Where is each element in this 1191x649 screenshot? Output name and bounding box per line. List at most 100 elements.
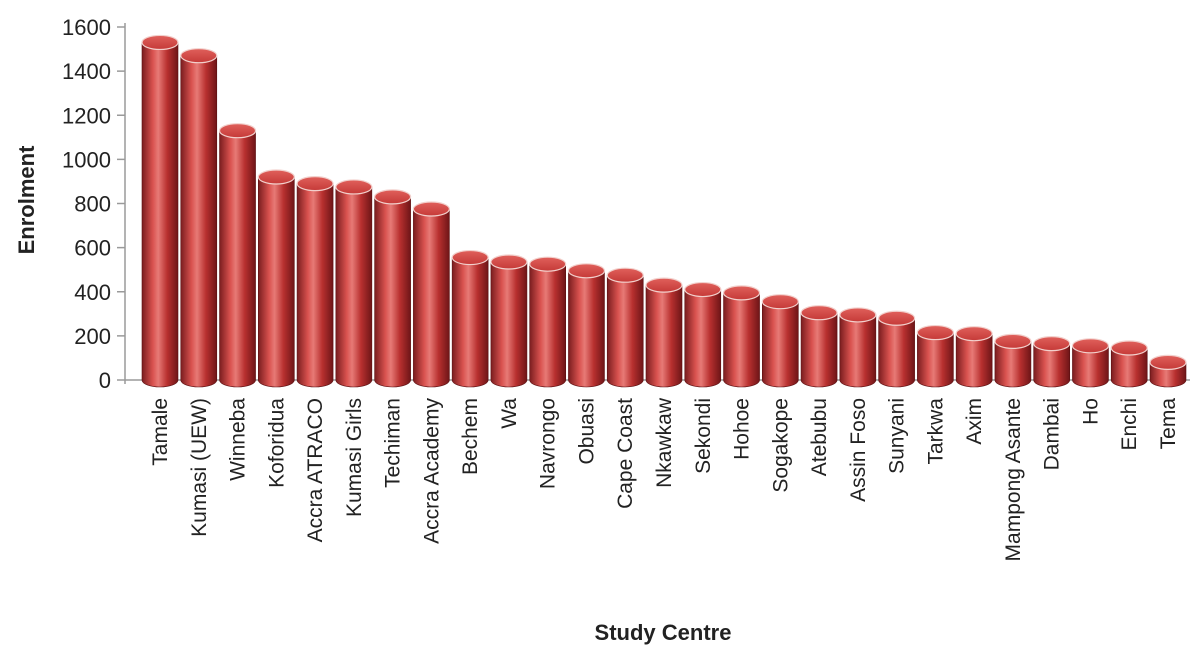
bar-cap	[839, 307, 877, 323]
bar-cap	[684, 281, 722, 298]
bar	[296, 176, 334, 388]
y-tick-label: 1000	[62, 147, 111, 172]
bar-cap	[761, 294, 799, 310]
bar-cap	[141, 34, 179, 51]
y-axis-title: Enrolment	[14, 145, 39, 254]
bar-body	[451, 257, 489, 388]
x-tick-label: Kumasi Girls	[343, 398, 366, 517]
bar	[645, 277, 683, 388]
bar-body	[1033, 343, 1070, 388]
x-tick-label: Koforidua	[265, 398, 288, 488]
bar-body	[258, 176, 295, 388]
x-tick-label: Axim	[963, 398, 986, 445]
bar-cap	[955, 326, 993, 342]
x-tick-label: Sekondi	[692, 398, 715, 474]
bar-cap	[567, 263, 606, 279]
x-tick-label: Hohoe	[731, 398, 754, 460]
y-tick-label: 800	[74, 192, 111, 217]
bar	[955, 326, 993, 388]
bar-body	[917, 332, 954, 388]
y-tick-label: 0	[99, 368, 111, 393]
x-tick-label: Cape Coast	[614, 398, 637, 509]
bar-body	[878, 317, 915, 388]
bar-cap	[722, 285, 761, 301]
bar	[606, 267, 644, 388]
bar-cap	[296, 176, 334, 192]
x-tick-label: Dambai	[1041, 398, 1064, 470]
bar-cap	[606, 267, 644, 283]
x-tick-label: Accra ATRACO	[304, 398, 327, 542]
bar-cap	[1110, 340, 1148, 356]
x-tick-label: Wa	[498, 398, 521, 429]
bar-body	[1072, 345, 1109, 388]
bar	[994, 333, 1032, 388]
x-tick-label: Ho	[1079, 398, 1102, 425]
x-tick-label: Enchi	[1118, 398, 1141, 451]
bar-cap	[1071, 338, 1110, 354]
x-tick-label: Bechem	[459, 398, 482, 475]
x-tick-label: Assin Foso	[847, 398, 870, 502]
y-tick-label: 1200	[62, 103, 111, 128]
y-tick-label: 600	[74, 236, 111, 261]
y-tick-label: 400	[74, 280, 111, 305]
x-axis-title: Study Centre	[595, 620, 732, 645]
bar	[684, 281, 722, 388]
bar-body	[994, 341, 1032, 388]
bar	[839, 307, 877, 388]
bar-cap	[218, 123, 257, 139]
bar	[1149, 354, 1187, 388]
x-tick-label: Sogakope	[769, 398, 792, 493]
bar	[878, 310, 916, 388]
bar	[1071, 338, 1110, 388]
bar	[335, 179, 373, 388]
bar	[722, 285, 761, 388]
bar-cap	[180, 48, 218, 64]
bar-body	[800, 312, 838, 388]
bar	[374, 189, 412, 388]
x-tick-label: Kumasi (UEW)	[188, 398, 211, 537]
x-tick-label: Sunyani	[886, 398, 909, 474]
bar-body	[413, 208, 450, 388]
bar	[529, 256, 567, 388]
bar-body	[296, 183, 334, 388]
bar	[218, 123, 257, 388]
x-tick-label: Techiman	[382, 398, 405, 488]
bar	[412, 201, 450, 388]
bar-body	[529, 263, 566, 388]
bar-cap	[916, 324, 954, 341]
x-tick-label: Tarkwa	[924, 398, 947, 465]
bar-body	[568, 270, 605, 388]
bar-body	[180, 55, 218, 388]
x-tick-label: Tamale	[149, 398, 172, 466]
x-tick-label: Atebubu	[808, 398, 831, 476]
bar-body	[219, 130, 256, 388]
bar-cap	[1033, 335, 1071, 352]
bar-body	[374, 196, 411, 388]
bar-cap	[335, 179, 373, 195]
bar	[180, 48, 218, 388]
bar-cap	[645, 277, 683, 293]
bar-body	[606, 274, 644, 388]
bar-body	[955, 333, 993, 388]
bar	[761, 294, 799, 388]
category-labels: Tamale Kumasi (UEW) Winneba Koforidua Accra …	[149, 397, 1180, 561]
bar-body	[490, 261, 528, 388]
x-tick-label: Obuasi	[575, 398, 598, 465]
y-tick-label: 1400	[62, 59, 111, 84]
bar	[1033, 335, 1071, 388]
bar	[1110, 340, 1148, 388]
y-tick-label: 200	[74, 324, 111, 349]
bar	[567, 263, 606, 388]
x-tick-label: Nkawkaw	[653, 397, 676, 488]
bar	[257, 169, 295, 388]
bar-body	[141, 42, 179, 388]
bar-cap	[994, 333, 1032, 349]
bar	[490, 254, 528, 388]
bar-cap	[257, 169, 295, 185]
bar-cap	[374, 189, 412, 205]
bar-body	[723, 292, 760, 388]
bar	[451, 249, 489, 388]
bar-cap	[529, 256, 567, 272]
